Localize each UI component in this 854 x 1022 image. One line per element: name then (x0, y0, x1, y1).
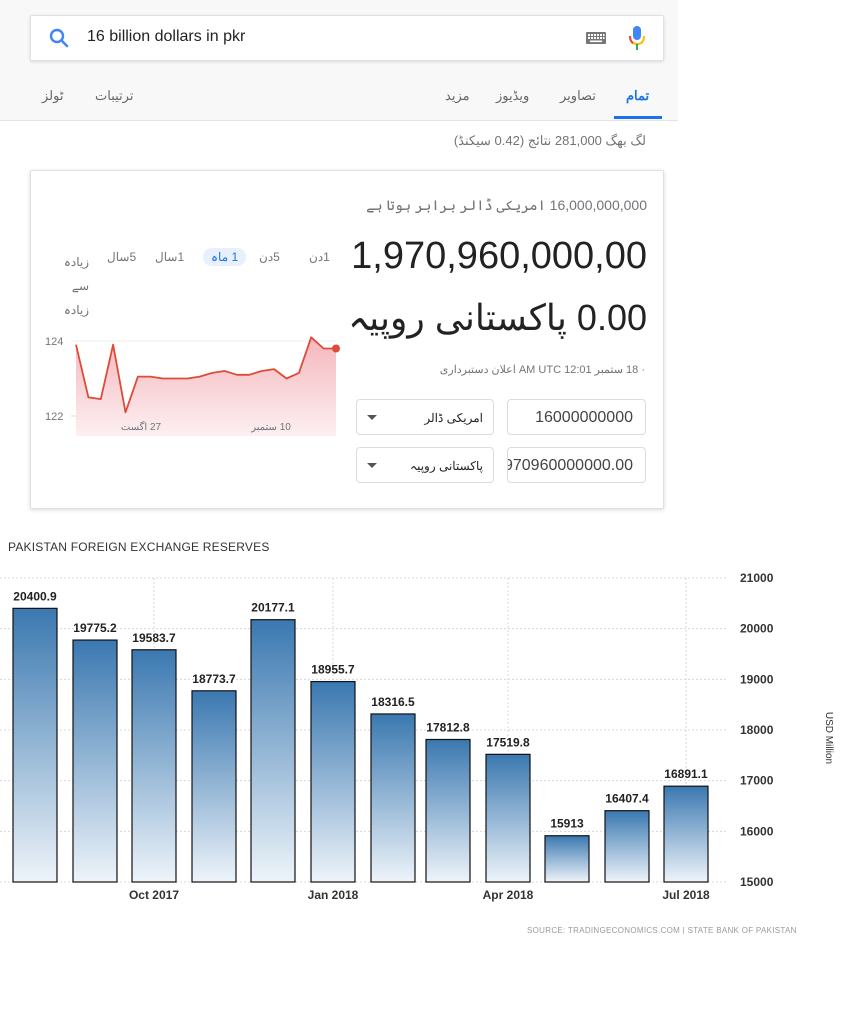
range-1-month[interactable]: 1 ماہ (203, 248, 247, 266)
from-amount-value[interactable]: 16000000000 (535, 409, 633, 426)
search-icon[interactable] (47, 26, 71, 50)
range-1-year[interactable]: 1سال (155, 250, 185, 264)
to-currency-label: پاکستانی روپیہ (410, 459, 483, 473)
microphone-icon[interactable] (627, 25, 647, 51)
bar (310, 680, 356, 883)
result-stats: لگ بھگ 281,000 نتائج (0.42 سیکنڈ) (453, 133, 646, 148)
bar (425, 738, 471, 883)
bar-value-label: 16891.1 (664, 767, 708, 781)
y-tick-label: 20000 (740, 622, 774, 636)
update-time: · 18 ستمبر 12:01 AM UTC اعلان دستبرداری (439, 364, 645, 376)
result-number: 1,970,960,000,00 (351, 235, 647, 277)
bar-value-label: 19583.7 (132, 631, 176, 645)
from-currency-select[interactable]: امریکی ڈالر (356, 399, 494, 435)
bar-value-label: 18955.7 (311, 663, 355, 677)
bar (370, 713, 416, 883)
to-amount-input[interactable]: 1970960000000.00 (507, 447, 646, 483)
equals-text: 16,000,000,000 امریکی ڈالر برابر ہوتا ہے (366, 197, 647, 213)
x-tick-label: Apr 2018 (483, 888, 534, 902)
range-5-days[interactable]: 5دن (259, 250, 280, 264)
bar (72, 639, 118, 883)
y-tick-label: 15000 (740, 875, 774, 889)
y-tick-label: 122 (45, 411, 63, 423)
y-axis-label: USD Million (823, 712, 834, 764)
tab-settings[interactable]: ترتیبات (95, 88, 134, 103)
chevron-down-icon (367, 463, 377, 468)
currency-converter-card: 16,000,000,000 امریکی ڈالر برابر ہوتا ہے… (30, 170, 664, 509)
tab-more[interactable]: مزید (445, 88, 470, 103)
active-tab-indicator (614, 116, 662, 119)
exchange-rate-chart[interactable]: 124 122 27 اگست 10 ستمبر (41, 331, 341, 441)
tab-images[interactable]: تصاویر (560, 88, 596, 103)
bar (250, 619, 296, 883)
y-tick-label: 16000 (740, 824, 774, 838)
bar (485, 753, 531, 883)
bar-value-label: 20400.9 (13, 589, 57, 603)
bar-value-label: 17519.8 (486, 735, 530, 749)
bar-value-label: 20177.1 (251, 601, 295, 615)
rate-area (76, 337, 336, 436)
result-unit: 0.00 پاکستانی روپیہ (348, 297, 647, 338)
search-input[interactable]: 16 billion dollars in pkr (87, 28, 246, 45)
x-tick-label: 27 اگست (121, 421, 162, 433)
time-range-selector: 1دن 5دن 1 ماہ 1سال 5سال زیادہ سے زیادہ (31, 247, 341, 317)
y-tick-label: 19000 (740, 672, 774, 686)
bar-value-label: 15913 (550, 817, 584, 831)
y-tick-label: 17000 (740, 774, 774, 788)
reserves-bar-chart: 15000 16000 17000 18000 19000 20000 21000 20400… (0, 571, 834, 902)
range-5-years[interactable]: 5سال (107, 250, 137, 264)
bar (663, 785, 709, 883)
bar (131, 649, 177, 883)
tab-tools[interactable]: ٹولز (42, 88, 64, 103)
current-rate-point (332, 344, 340, 353)
x-tick-label: Oct 2017 (129, 888, 179, 902)
bar-value-label: 19775.2 (73, 621, 117, 635)
range-max[interactable]: زیادہ سے زیادہ (63, 255, 89, 317)
bar (12, 607, 58, 883)
rate-line (75, 336, 336, 414)
y-tick-label: 18000 (740, 723, 774, 737)
reserves-chart-title: PAKISTAN FOREIGN EXCHANGE RESERVES (8, 540, 270, 554)
bar (544, 835, 590, 883)
bar-value-label: 17812.8 (426, 720, 470, 734)
from-amount-input[interactable]: 16000000000 (507, 399, 646, 435)
tab-videos[interactable]: ویڈیوز (496, 88, 530, 103)
search-tabs: تمام تصاویر ویڈیوز مزید ترتیبات ٹولز (0, 80, 678, 120)
chevron-down-icon (367, 415, 377, 420)
from-currency-label: امریکی ڈالر (424, 411, 483, 425)
x-tick-label: Jan 2018 (308, 888, 359, 902)
search-header: 16 billion dollars in pkr تمام تصاویر وی… (0, 0, 678, 121)
to-currency-select[interactable]: پاکستانی روپیہ (356, 447, 494, 483)
y-tick-label: 124 (45, 336, 63, 348)
x-tick-label: Jul 2018 (662, 888, 710, 902)
tab-all[interactable]: تمام (626, 88, 650, 103)
bar-value-label: 16407.4 (605, 792, 649, 806)
bar (191, 690, 237, 883)
bar (604, 810, 650, 883)
y-tick-label: 21000 (740, 571, 774, 585)
x-tick-label: 10 ستمبر (250, 422, 291, 433)
keyboard-icon[interactable] (585, 30, 607, 46)
search-box[interactable]: 16 billion dollars in pkr (30, 15, 664, 61)
range-1-day[interactable]: 1دن (309, 250, 330, 264)
bar-value-label: 18316.5 (371, 695, 415, 709)
chart-source: SOURCE: TRADINGECONOMICS.COM | STATE BAN… (527, 926, 797, 934)
to-amount-value[interactable]: 1970960000000.00 (507, 457, 633, 474)
bar-value-label: 18773.7 (192, 672, 236, 686)
